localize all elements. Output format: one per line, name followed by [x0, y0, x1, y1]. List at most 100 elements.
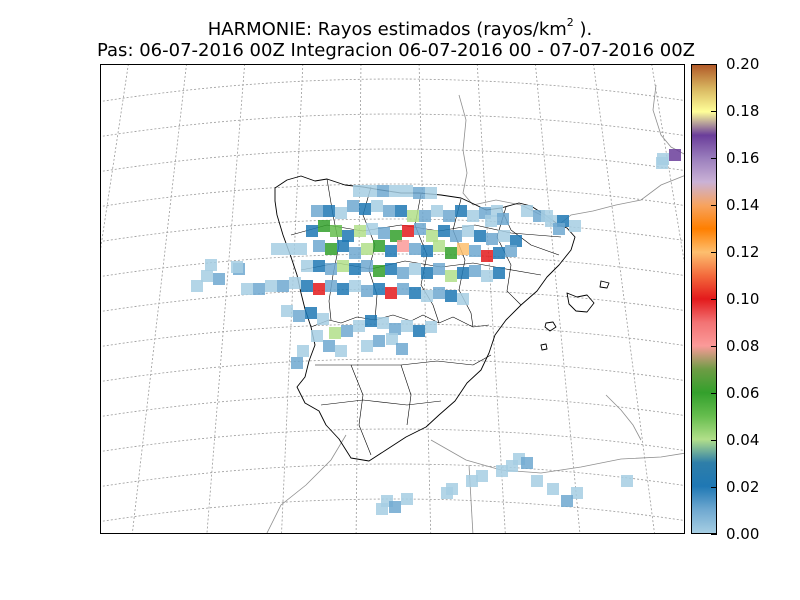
lightning-cell — [409, 287, 421, 299]
lightning-cell — [213, 273, 225, 285]
lightning-cell — [377, 317, 389, 329]
colorbar-tick-label: 0.08 — [726, 337, 760, 355]
lightning-cell — [377, 185, 389, 197]
lightning-cell — [353, 320, 365, 332]
lightning-cell — [201, 270, 213, 282]
colorbar-tick — [711, 440, 717, 441]
lightning-cell — [353, 185, 365, 197]
lightning-cell — [521, 205, 533, 217]
colorbar-tick-label: 0.00 — [726, 525, 760, 543]
lightning-cell — [305, 307, 317, 319]
lightning-cell — [401, 493, 413, 505]
lightning-cell — [301, 260, 313, 272]
graticule-meridian — [418, 65, 432, 533]
lightning-cell — [505, 245, 517, 257]
lightning-cell — [385, 287, 397, 299]
lightning-cell — [281, 305, 293, 317]
lightning-cell — [354, 225, 366, 237]
lightning-cell — [385, 263, 397, 275]
lightning-cell — [396, 343, 408, 355]
lightning-cell — [486, 233, 498, 245]
lightning-cell — [337, 240, 349, 252]
lightning-cell — [335, 207, 347, 219]
colorbar-tick-label: 0.14 — [726, 196, 760, 214]
lightning-cell — [271, 243, 283, 255]
lightning-cell — [373, 265, 385, 277]
lightning-cell — [311, 330, 323, 342]
lightning-cell — [445, 247, 457, 259]
colorbar-tick — [711, 393, 717, 394]
lightning-cell — [450, 230, 462, 242]
graticule-parallel — [101, 428, 684, 452]
graticule-parallel — [101, 78, 684, 102]
lightning-cell — [496, 465, 508, 477]
lightning-cell — [457, 267, 469, 279]
lightning-cell — [466, 475, 478, 487]
lightning-cell — [407, 210, 419, 222]
lightning-cell — [347, 200, 359, 212]
lightning-cell — [313, 283, 325, 295]
lightning-cell — [433, 287, 445, 299]
graticule-parallel — [101, 113, 684, 137]
lightning-cell — [445, 290, 457, 302]
graticule-meridian — [131, 65, 187, 533]
graticule-meridian — [355, 65, 362, 533]
lightning-cell — [402, 225, 414, 237]
lightning-cell — [325, 243, 337, 255]
lightning-cell — [521, 457, 533, 469]
lightning-cell — [306, 225, 318, 237]
lightning-cell — [395, 205, 407, 217]
lightning-cell — [313, 260, 325, 272]
lightning-cell — [389, 501, 401, 513]
graticule-meridian — [535, 65, 581, 533]
lightning-cell — [335, 345, 347, 357]
neighbouring-country-borders — [266, 84, 684, 533]
lightning-density-overlay — [191, 149, 681, 515]
map-title-line-1: HARMONIE: Rayos estimados (rayos/km2 ). — [0, 14, 800, 41]
lightning-cell — [325, 263, 337, 275]
lightning-cell — [457, 293, 469, 305]
lightning-cell — [421, 245, 433, 257]
title-tail: ). — [573, 19, 593, 40]
colorbar-tick — [711, 158, 717, 159]
lightning-cell — [481, 250, 493, 262]
lightning-cell — [476, 470, 488, 482]
lightning-cell — [469, 265, 481, 277]
lightning-cell — [386, 333, 398, 345]
lightning-cell — [361, 260, 373, 272]
lightning-cell — [510, 235, 522, 247]
lightning-cell — [426, 230, 438, 242]
graticule-parallel — [101, 498, 684, 522]
lightning-cell — [431, 205, 443, 217]
graticule-parallel — [101, 463, 684, 487]
lightning-cell — [433, 240, 445, 252]
colorbar-tick-label: 0.02 — [726, 478, 760, 496]
lightning-cell — [337, 260, 349, 272]
lightning-cell — [433, 263, 445, 275]
graticule-meridian — [593, 65, 655, 533]
lightning-cell — [241, 283, 253, 295]
lightning-cell — [366, 223, 378, 235]
colorbar-tick — [711, 64, 717, 65]
lightning-cell — [425, 187, 437, 199]
lightning-cell — [313, 240, 325, 252]
lightning-cell — [373, 240, 385, 252]
lightning-cell — [376, 503, 388, 515]
lightning-cell — [561, 495, 573, 507]
lightning-cell — [497, 213, 509, 225]
lightning-cell — [373, 335, 385, 347]
colorbar-tick — [711, 111, 717, 112]
lightning-cell — [325, 280, 337, 292]
lightning-cell — [462, 225, 474, 237]
lightning-cell — [390, 230, 402, 242]
lightning-cell — [419, 210, 431, 222]
colorbar-tick-label: 0.18 — [726, 102, 760, 120]
lightning-cell — [421, 290, 433, 302]
lightning-cell — [291, 357, 303, 369]
lightning-cell — [361, 340, 373, 352]
lightning-cell — [253, 283, 265, 295]
lightning-cell — [621, 475, 633, 487]
lightning-cell — [467, 210, 479, 222]
lightning-cell — [469, 245, 481, 257]
lightning-cell — [277, 280, 289, 292]
